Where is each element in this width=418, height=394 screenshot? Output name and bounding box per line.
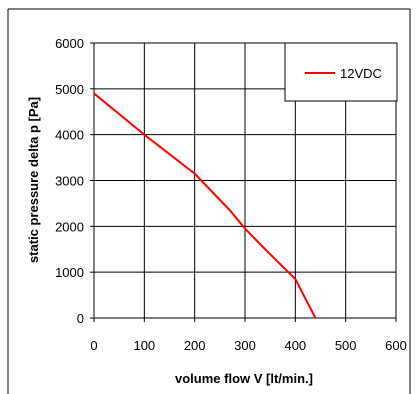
y-tick-label-5: 5000 [55,82,84,97]
x-tick-label-3: 300 [234,338,256,353]
x-axis-title: volume flow V [lt/min.] [175,371,313,386]
y-axis-title: static pressure delta p [Pa] [26,97,41,263]
y-tick-label-4: 4000 [55,128,84,143]
x-tick-label-2: 200 [184,338,206,353]
legend-label-0: 12VDC [340,66,382,81]
y-tick-label-3: 3000 [55,174,84,189]
legend: 12VDC [284,42,398,102]
y-tick-label-1: 1000 [55,265,84,280]
y-tick-label-0: 0 [77,311,84,326]
x-tick-label-1: 100 [133,338,155,353]
legend-box [284,42,398,102]
tick-labels: 0 100 200 300 400 500 600010002000300040005000… [55,36,407,353]
y-tick-label-6: 6000 [55,36,84,51]
x-tick-label-6: 600 [385,338,407,353]
series-line-0 [93,92,317,319]
grid [90,42,397,322]
series-lines [93,92,317,319]
x-tick-label-4: 400 [284,338,306,353]
x-tick-label-5: 500 [335,338,357,353]
y-tick-label-2: 2000 [55,219,84,234]
x-tick-label-0: 0 [90,338,97,353]
